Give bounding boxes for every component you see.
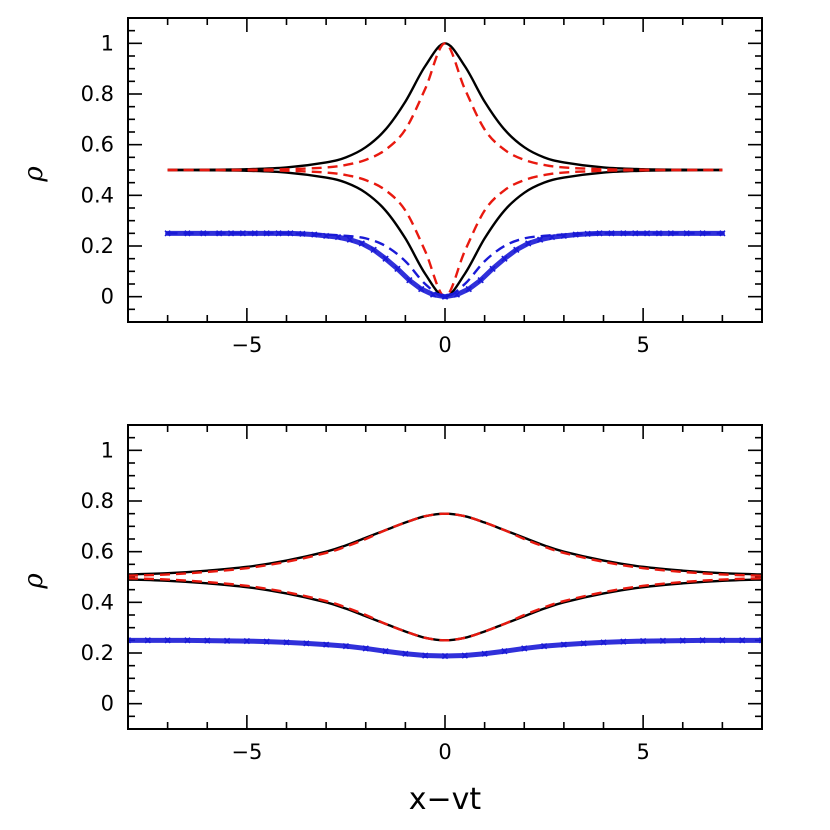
- marker-series-band: [165, 230, 725, 300]
- y-tick-label: 0.4: [81, 590, 114, 614]
- y-tick-label: 0.4: [81, 183, 114, 207]
- y-tick-label: 0.8: [81, 489, 114, 513]
- dashed-series-line: [128, 577, 762, 642]
- solid-series-line: [128, 512, 762, 576]
- x-tick-label: 5: [636, 333, 649, 357]
- y-tick-label: 1: [101, 438, 114, 462]
- marker-series-band: [128, 637, 762, 659]
- x-axis-label: x−vt: [409, 782, 482, 817]
- solid-series-line: [167, 42, 723, 172]
- y-tick-label: 0.8: [81, 82, 114, 106]
- y-tick-label: 1: [101, 31, 114, 55]
- y-tick-label: 0.2: [81, 641, 114, 665]
- solid-series-line: [128, 578, 762, 642]
- x-tick-label: 0: [438, 333, 451, 357]
- y-axis-label: ρ: [19, 573, 49, 590]
- y-tick-label: 0.6: [81, 133, 114, 157]
- bottom-panel: −5 0 5 0 0.2 0.4 0.6 0.8 1 ρ x−vt: [19, 424, 763, 817]
- y-tick-label: 0: [101, 285, 114, 309]
- y-tick-label: 0: [101, 692, 114, 716]
- dashed-series-line: [128, 512, 762, 577]
- x-tick-label: 5: [636, 740, 649, 764]
- y-tick-label: 0.6: [81, 540, 114, 564]
- x-tick-label: −5: [231, 333, 262, 357]
- dashed-series-line: [167, 42, 723, 172]
- x-tick-label: −5: [231, 740, 262, 764]
- top-panel: −5 0 5 0 0.2 0.4 0.6 0.8 1 ρ: [19, 17, 763, 357]
- x-tick-label: 0: [438, 740, 451, 764]
- plot-frame: [127, 17, 763, 323]
- y-tick-label: 0.2: [81, 234, 114, 258]
- y-axis-label: ρ: [19, 166, 49, 183]
- plot-frame: [127, 424, 763, 730]
- dashed-series-line: [167, 232, 723, 298]
